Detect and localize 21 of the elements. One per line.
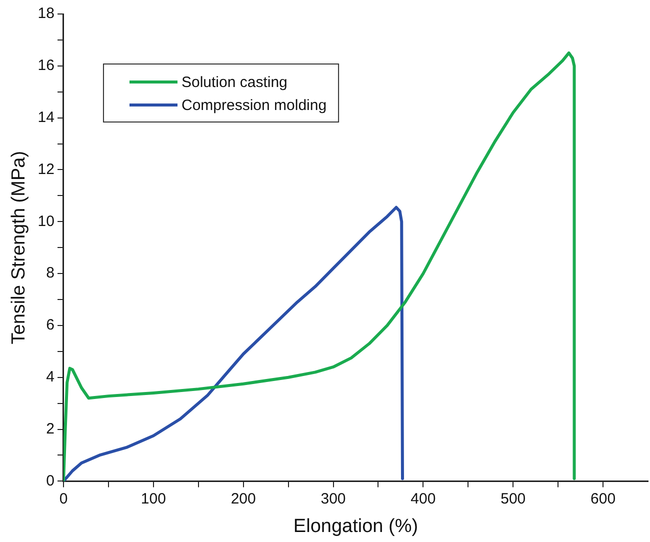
x-tick-label: 600: [590, 490, 616, 508]
x-tick-label: 100: [140, 490, 166, 508]
y-tick-label: 16: [38, 57, 54, 74]
x-tick-label: 300: [320, 490, 346, 508]
y-tick-label: 12: [38, 160, 54, 178]
x-tick-label: 200: [230, 490, 256, 508]
y-tick-label: 10: [38, 212, 54, 230]
legend-label: Solution casting: [181, 74, 288, 92]
y-tick-label: 0: [46, 472, 54, 490]
y-tick-label: 8: [46, 264, 54, 282]
y-tick-label: 4: [46, 368, 54, 386]
x-tick-label: 500: [500, 490, 526, 508]
y-tick-label: 14: [38, 108, 54, 126]
y-tick-label: 18: [38, 5, 54, 22]
legend-label: Compression molding: [181, 97, 327, 114]
x-axis-title: Elongation (%): [293, 516, 418, 537]
x-tick-label: 0: [59, 490, 68, 508]
y-axis-title: Tensile Strength (MPa): [8, 150, 30, 344]
x-tick-label: 400: [410, 490, 436, 508]
y-tick-label: 6: [46, 316, 54, 334]
y-tick-label: 2: [46, 420, 54, 438]
